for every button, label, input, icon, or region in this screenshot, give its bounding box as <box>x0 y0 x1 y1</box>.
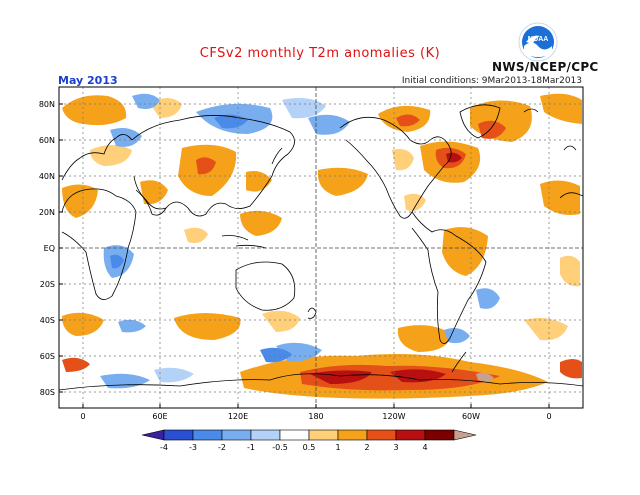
legend-label: -4 <box>160 443 168 452</box>
coastlines <box>59 104 583 391</box>
legend-swatch <box>192 429 223 441</box>
graticule <box>59 87 583 408</box>
lat-label: 80S <box>40 388 55 397</box>
forecast-period: May 2013 <box>58 74 118 87</box>
lon-label: 0 <box>80 412 85 421</box>
legend-swatch <box>366 429 397 441</box>
lat-label: 40N <box>39 172 55 181</box>
legend-swatch <box>141 429 165 441</box>
svg-text:NOAA: NOAA <box>528 36 549 43</box>
legend-swatch <box>279 429 310 441</box>
lat-labels: 80N 60N 40N 20N EQ 20S 40S 60S 80S <box>39 100 55 397</box>
lat-label: 80N <box>39 100 55 109</box>
legend-label: 3 <box>393 443 398 452</box>
legend-swatch <box>424 429 455 441</box>
lon-label: 120W <box>382 412 405 421</box>
legend-label: 1 <box>335 443 340 452</box>
legend-swatches <box>141 429 477 441</box>
lon-label: 60E <box>152 412 167 421</box>
lat-ticks <box>59 103 63 393</box>
legend-label: -3 <box>189 443 197 452</box>
legend-swatch <box>395 429 426 441</box>
legend-label: -1 <box>247 443 255 452</box>
lat-label: 60S <box>40 352 55 361</box>
lon-ticks <box>82 404 550 408</box>
lon-label: 120E <box>228 412 248 421</box>
lon-labels: 0 60E 120E 180 120W 60W 0 <box>80 412 551 421</box>
lat-label: 40S <box>40 316 55 325</box>
legend-swatch <box>308 429 339 441</box>
legend-swatch <box>163 429 194 441</box>
legend-label: 0.5 <box>303 443 316 452</box>
initial-conditions: Initial conditions: 9Mar2013-18Mar2013 <box>401 76 582 86</box>
lat-label: 20S <box>40 280 55 289</box>
lon-label: 0 <box>546 412 551 421</box>
reference-lines <box>59 87 583 408</box>
lat-label: 20N <box>39 208 55 217</box>
map-title: CFSv2 monthly T2m anomalies (K) <box>199 46 441 61</box>
lon-label: 180 <box>308 412 323 421</box>
legend-label: 2 <box>364 443 369 452</box>
agency-label: NWS/NCEP/CPC <box>492 60 599 74</box>
legend-swatch <box>337 429 368 441</box>
lat-label: EQ <box>44 244 55 253</box>
lat-label: 60N <box>39 136 55 145</box>
legend-swatch <box>453 429 477 441</box>
legend-label: -2 <box>218 443 226 452</box>
map-background <box>59 87 583 408</box>
legend-swatch <box>221 429 252 441</box>
legend-labels: -4 -3 -2 -1 -0.5 0.5 1 2 3 4 <box>160 443 428 452</box>
legend-swatch <box>250 429 281 441</box>
noaa-logo: NOAA <box>518 22 558 62</box>
lon-label: 60W <box>462 412 480 421</box>
legend-label: 4 <box>422 443 427 452</box>
legend-label: -0.5 <box>272 443 288 452</box>
